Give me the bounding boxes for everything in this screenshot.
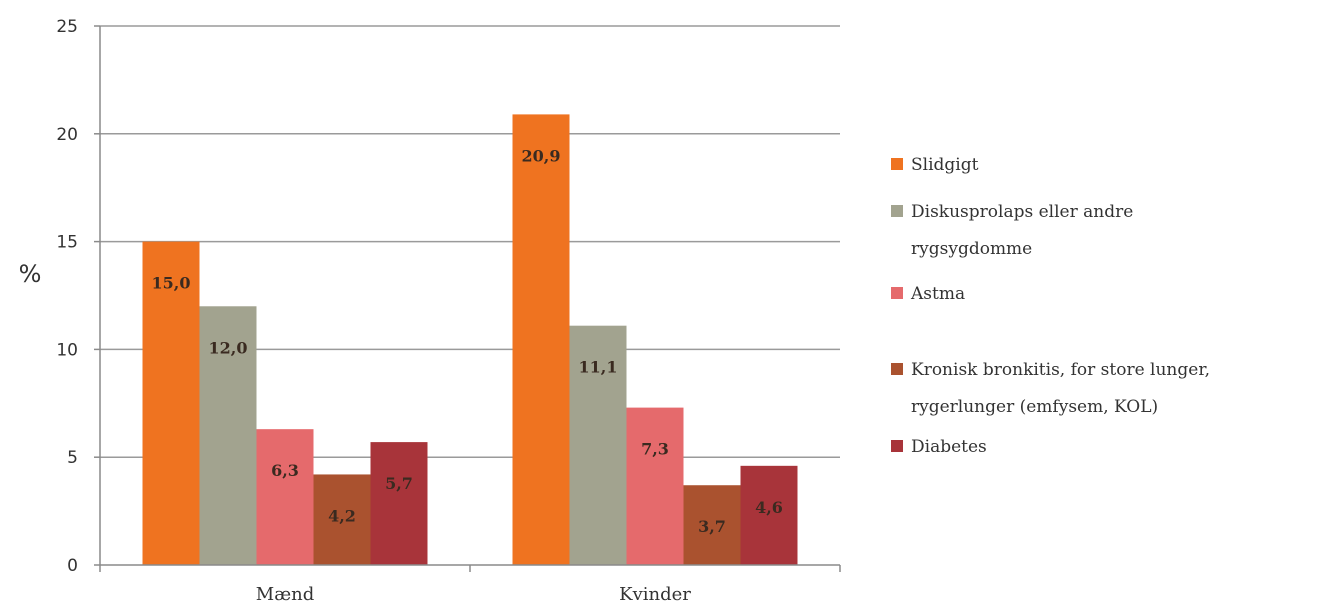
x-category-label: Kvinder <box>619 584 691 604</box>
y-axis-title: % <box>19 260 42 288</box>
legend-label: Diskusprolaps eller andre rygsygdomme <box>911 202 1133 259</box>
bar <box>740 465 798 565</box>
y-tick-label: 25 <box>56 17 78 37</box>
data-label: 15,0 <box>152 274 191 293</box>
legend: Slidgigt Diskusprolaps eller andre rygsygd… <box>891 155 1210 457</box>
legend-swatch <box>891 363 903 375</box>
y-tick-label: 5 <box>67 448 78 468</box>
y-tick-label: 0 <box>67 556 78 576</box>
data-label: 4,2 <box>328 506 356 525</box>
bar <box>569 325 627 565</box>
data-label: 6,3 <box>271 461 299 480</box>
axes: 0 5 10 15 20 25% Mænd Kvinder <box>19 17 841 604</box>
y-tick-label: 15 <box>56 233 78 253</box>
bar <box>512 114 570 566</box>
bar <box>142 241 200 565</box>
legend-swatch <box>891 287 903 299</box>
legend-label: Diabetes <box>911 437 987 457</box>
y-tick-label: 10 <box>56 340 78 360</box>
x-category-label: Mænd <box>256 584 314 604</box>
data-label: 3,7 <box>698 517 726 536</box>
bar <box>370 442 428 565</box>
data-label: 11,1 <box>579 358 618 377</box>
legend-label: Kronisk bronkitis, for store lunger, ryge… <box>911 360 1210 417</box>
legend-label: Slidgigt <box>911 155 979 175</box>
bar <box>313 474 371 565</box>
data-labels: 15,0 12,0 6,3 4,2 5,7 20,9 11,1 7,3 3,7 4,6 <box>152 146 783 536</box>
legend-swatch <box>891 158 903 170</box>
legend-label: Astma <box>910 284 965 304</box>
data-label: 12,0 <box>209 338 248 357</box>
data-label: 4,6 <box>755 498 783 517</box>
data-label: 20,9 <box>522 146 561 165</box>
data-label: 5,7 <box>385 474 413 493</box>
legend-swatch <box>891 440 903 452</box>
bar <box>256 429 314 565</box>
data-label: 7,3 <box>641 440 669 459</box>
bar <box>626 407 684 565</box>
bar <box>199 306 257 565</box>
y-tick-label: 20 <box>56 125 78 145</box>
bars <box>142 114 798 566</box>
legend-swatch <box>891 205 903 217</box>
bar <box>683 485 741 565</box>
